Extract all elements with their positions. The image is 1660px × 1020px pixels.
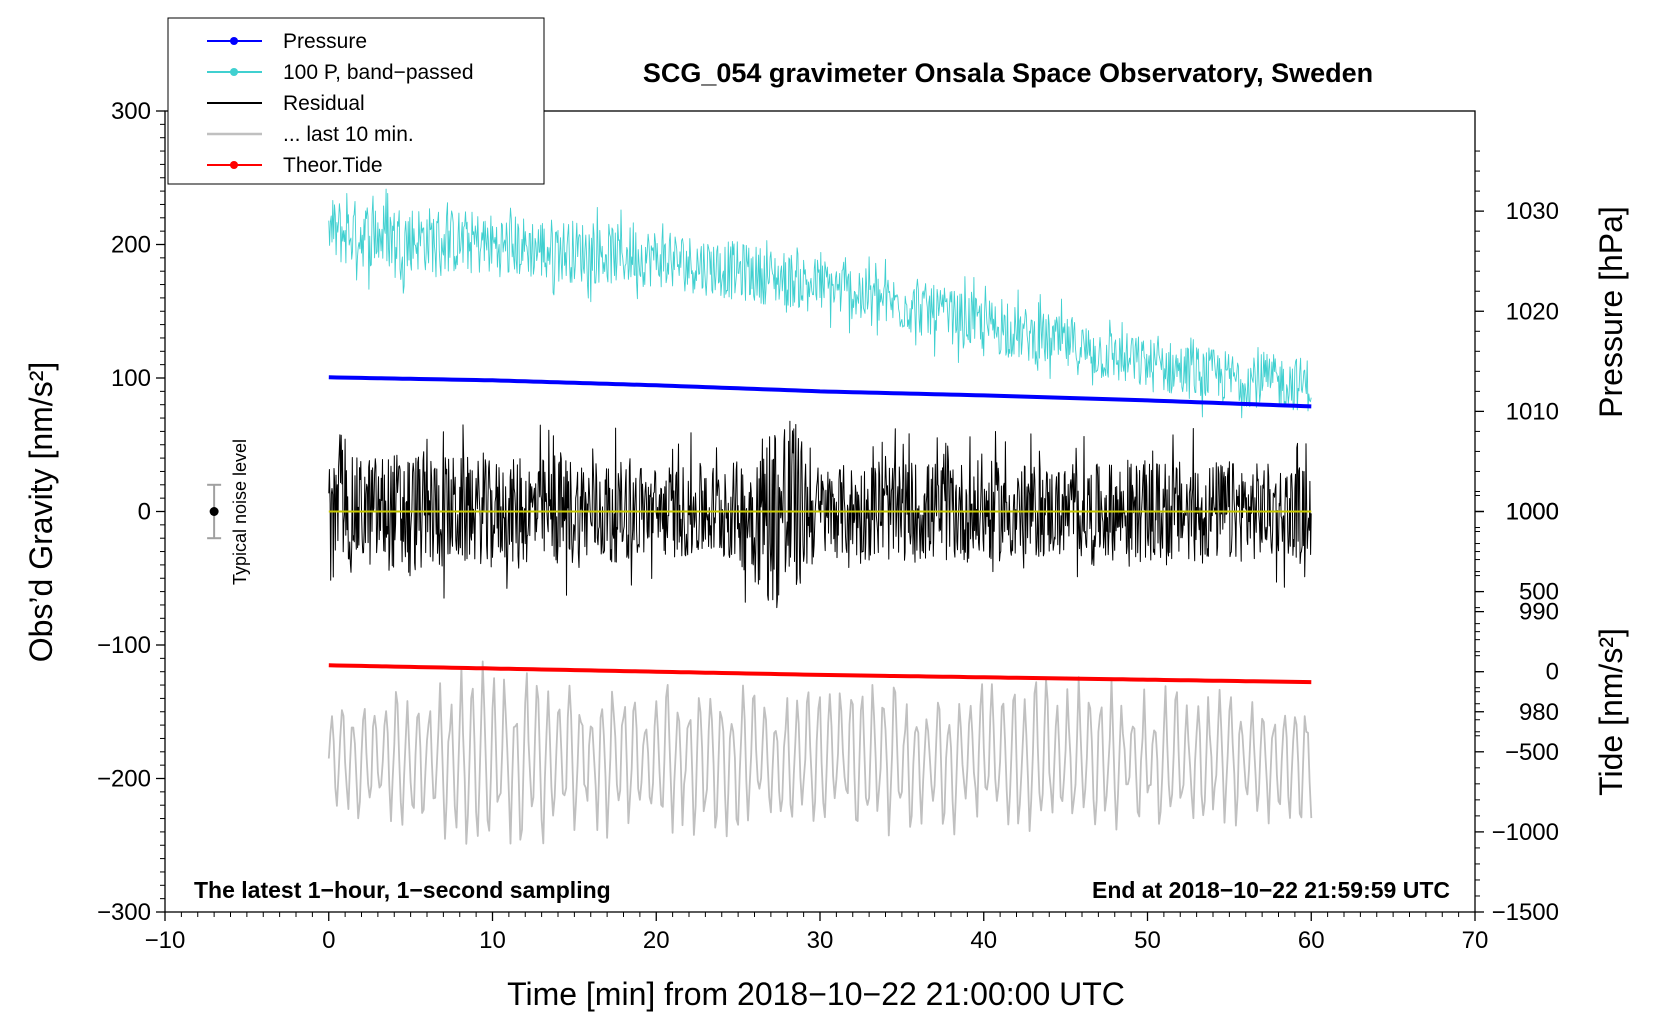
x-tick-label: 60 [1298,927,1325,954]
annotation-left: The latest 1−hour, 1−second sampling [194,877,611,903]
tide-tick-label: −1000 [1492,819,1559,846]
tide-tick-label: 0 [1546,659,1559,686]
y-tick-label: 200 [111,232,151,259]
legend-label: Theor.Tide [283,154,383,177]
tide-tick-label: 500 [1519,579,1559,606]
legend-marker [230,68,238,76]
legend-label: 100 P, band−passed [283,61,474,84]
x-tick-label: 30 [807,927,834,954]
y-tick-label: 100 [111,365,151,392]
x-tick-label: 20 [643,927,670,954]
y-axis-label: Obs’d Gravity [nm/s²] [23,362,59,663]
noise-dot [209,507,219,516]
chart-title: SCG_054 gravimeter Onsala Space Observat… [643,58,1373,88]
x-tick-label: 70 [1462,927,1489,954]
legend-items: Pressure 100 P, band−passed Residual ... la… [207,30,474,177]
legend-label: Residual [283,92,365,115]
pressure-tick-label: 1030 [1506,198,1559,225]
legend-marker [230,161,238,169]
y-tick-label: −100 [97,632,151,659]
pressure-tick-label: 1020 [1506,298,1559,325]
y-tick-label: 300 [111,98,151,125]
series--last-10-min [327,660,1313,845]
legend-marker [230,37,238,45]
x-axis-label: Time [min] from 2018−10−22 21:00:00 UTC [507,976,1125,1012]
x-tick-label: −10 [145,927,186,954]
pressure-tick-label: 980 [1519,699,1559,726]
noise-level-indicator [207,483,222,540]
x-tick-label: 0 [322,927,335,954]
series-100-p-band-passed [328,188,1312,419]
y-tick-label: 0 [138,499,151,526]
series-layer [327,188,1313,845]
y-tick-label: −300 [97,899,151,926]
tide-tick-label: −1500 [1492,899,1559,926]
pressure-tick-label: 990 [1519,599,1559,626]
tide-axis-label: Tide [nm/s²] [1593,628,1629,796]
x-tick-label: 50 [1134,927,1161,954]
annotation-right: End at 2018−10−22 21:59:59 UTC [1092,877,1450,903]
legend-box [167,17,545,185]
legend-label: Pressure [283,30,367,53]
pressure-axis-label: Pressure [hPa] [1593,206,1629,418]
x-tick-label: 10 [479,927,506,954]
series-pressure [328,375,1312,409]
tide-tick-label: 1000 [1506,499,1559,526]
pressure-tick-label: 1000 [1506,499,1559,526]
legend-label: ... last 10 min. [283,123,414,146]
series-residual [328,420,1312,609]
series-theor-tide [328,663,1312,685]
ticks-layer: −10 0 10 20 30 40 50 60 703002001000−100−200−300… [97,98,1559,954]
legend: Pressure 100 P, band−passed Residual ... la… [167,17,545,185]
pressure-tick-label: 1010 [1506,398,1559,425]
noise-level-label: Typical noise level [230,439,250,585]
y-tick-label: −200 [97,766,151,793]
x-tick-label: 40 [970,927,997,954]
tide-tick-label: −500 [1505,739,1559,766]
